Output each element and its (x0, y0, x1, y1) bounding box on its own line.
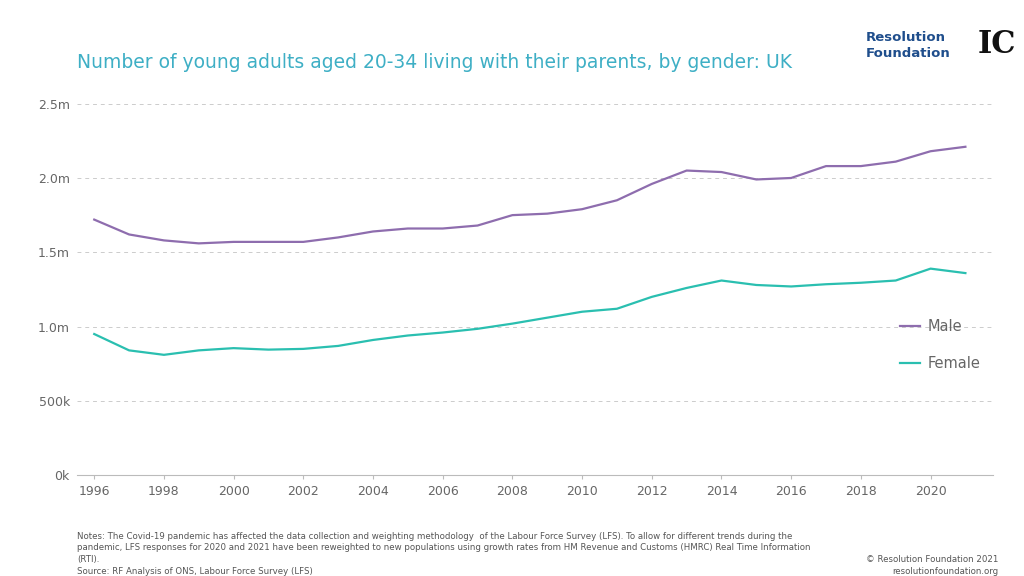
Text: Resolution
Foundation: Resolution Foundation (865, 32, 950, 60)
Text: © Resolution Foundation 2021
resolutionfoundation.org: © Resolution Foundation 2021 resolutionf… (866, 555, 998, 576)
Text: Number of young adults aged 20-34 living with their parents, by gender: UK: Number of young adults aged 20-34 living… (77, 53, 792, 72)
Text: Notes: The Covid-19 pandemic has affected the data collection and weighting meth: Notes: The Covid-19 pandemic has affecte… (77, 532, 810, 576)
Text: IC: IC (978, 29, 1017, 60)
Legend: Male, Female: Male, Female (894, 313, 986, 377)
